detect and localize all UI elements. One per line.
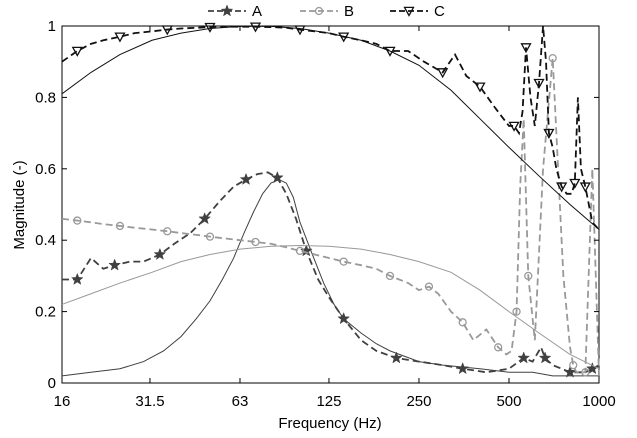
x-tick-label: 16 bbox=[54, 393, 71, 410]
legend-label: C bbox=[434, 3, 445, 20]
series-c-marker bbox=[437, 68, 449, 79]
series-c-marker bbox=[533, 78, 545, 89]
series-b bbox=[61, 53, 600, 377]
series-c-measured-line bbox=[61, 25, 600, 231]
series-a-marker bbox=[517, 351, 531, 364]
series-b-marker bbox=[385, 271, 395, 281]
legend-item-b: B bbox=[300, 3, 354, 20]
y-axis-ticks: 0 0.2 0.4 0.6 0.8 1 bbox=[35, 18, 599, 392]
series-b-marker bbox=[163, 227, 172, 236]
plot-frame bbox=[61, 25, 600, 384]
y-axis-label: Magnitude (-) bbox=[11, 160, 28, 249]
series-b-measured-line bbox=[61, 58, 600, 376]
series-a-marker bbox=[299, 244, 313, 257]
plot-area: 16 31.5 63 125 250 500 1000 0 0.2 0.4 0.6 0.8 1 bbox=[35, 18, 616, 410]
series-a-marker bbox=[389, 351, 403, 364]
series-a-marker bbox=[70, 272, 84, 285]
series-c-marker bbox=[338, 32, 350, 43]
series-a-model-line bbox=[61, 178, 599, 377]
x-tick-label: 31.5 bbox=[135, 393, 164, 410]
series-a-marker bbox=[538, 351, 552, 364]
series-b-marker bbox=[205, 232, 215, 241]
series-c-marker bbox=[71, 46, 83, 57]
series-c-marker bbox=[249, 22, 262, 33]
series-a-marker bbox=[337, 312, 351, 325]
series-c-marker bbox=[508, 121, 520, 132]
series-c-model-line bbox=[61, 25, 600, 230]
series-b-marker bbox=[251, 237, 260, 247]
series-b-marker bbox=[458, 318, 467, 327]
x-tick-label: 1000 bbox=[582, 393, 615, 410]
y-tick-label: 0.4 bbox=[35, 232, 56, 249]
series-b-marker bbox=[424, 282, 434, 291]
series-a bbox=[61, 171, 600, 378]
y-tick-label: 0.2 bbox=[35, 304, 56, 321]
series-a-measured-line bbox=[62, 171, 600, 374]
legend-marker bbox=[314, 6, 324, 16]
series-c-marker bbox=[294, 25, 306, 36]
series-c-marker bbox=[114, 32, 126, 43]
series-b-marker bbox=[569, 360, 578, 370]
legend-marker bbox=[403, 6, 415, 17]
series-a-marker bbox=[563, 365, 577, 378]
series-c-marker bbox=[579, 182, 591, 193]
y-tick-label: 0 bbox=[48, 375, 56, 392]
series-a-marker bbox=[239, 172, 253, 185]
series-c-marker bbox=[204, 22, 216, 33]
series-layer bbox=[61, 22, 600, 378]
series-c-marker bbox=[569, 178, 581, 189]
x-axis-label: Frequency (Hz) bbox=[278, 415, 381, 432]
series-b-marker bbox=[73, 216, 82, 225]
series-b-marker bbox=[115, 221, 125, 231]
series-b-model-line bbox=[61, 245, 600, 370]
series-a-marker bbox=[153, 247, 167, 260]
legend-item-c: C bbox=[390, 3, 445, 20]
series-b-marker bbox=[494, 343, 503, 352]
series-a-marker bbox=[270, 171, 284, 184]
legend: A B C bbox=[208, 3, 445, 20]
series-b-marker bbox=[581, 368, 590, 377]
y-tick-label: 1 bbox=[48, 18, 56, 35]
series-c-marker bbox=[474, 82, 486, 93]
series-c bbox=[61, 22, 600, 231]
legend-item-a: A bbox=[208, 3, 262, 20]
x-tick-label: 125 bbox=[316, 393, 341, 410]
series-a-marker bbox=[108, 258, 122, 271]
y-tick-label: 0.6 bbox=[35, 161, 56, 178]
legend-label: A bbox=[252, 3, 262, 20]
legend-marker bbox=[220, 4, 234, 17]
series-b-marker bbox=[295, 246, 305, 256]
series-c-marker bbox=[161, 25, 173, 36]
legend-label: B bbox=[344, 3, 354, 20]
series-b-marker bbox=[512, 307, 521, 316]
series-a-marker bbox=[198, 212, 212, 225]
y-tick-label: 0.8 bbox=[35, 89, 56, 106]
x-axis-ticks: 16 31.5 63 125 250 500 1000 bbox=[54, 26, 616, 410]
series-b-marker bbox=[524, 271, 533, 281]
series-a-marker bbox=[456, 362, 470, 375]
series-b-marker bbox=[548, 53, 557, 63]
series-a-marker bbox=[585, 362, 599, 375]
series-c-marker bbox=[556, 182, 568, 193]
series-b-marker bbox=[339, 257, 348, 266]
series-c-marker bbox=[520, 43, 532, 54]
series-c-marker bbox=[384, 46, 396, 57]
series-c-marker bbox=[543, 128, 555, 139]
x-tick-label: 250 bbox=[406, 393, 431, 410]
x-tick-label: 63 bbox=[232, 393, 249, 410]
x-tick-label: 500 bbox=[496, 393, 521, 410]
